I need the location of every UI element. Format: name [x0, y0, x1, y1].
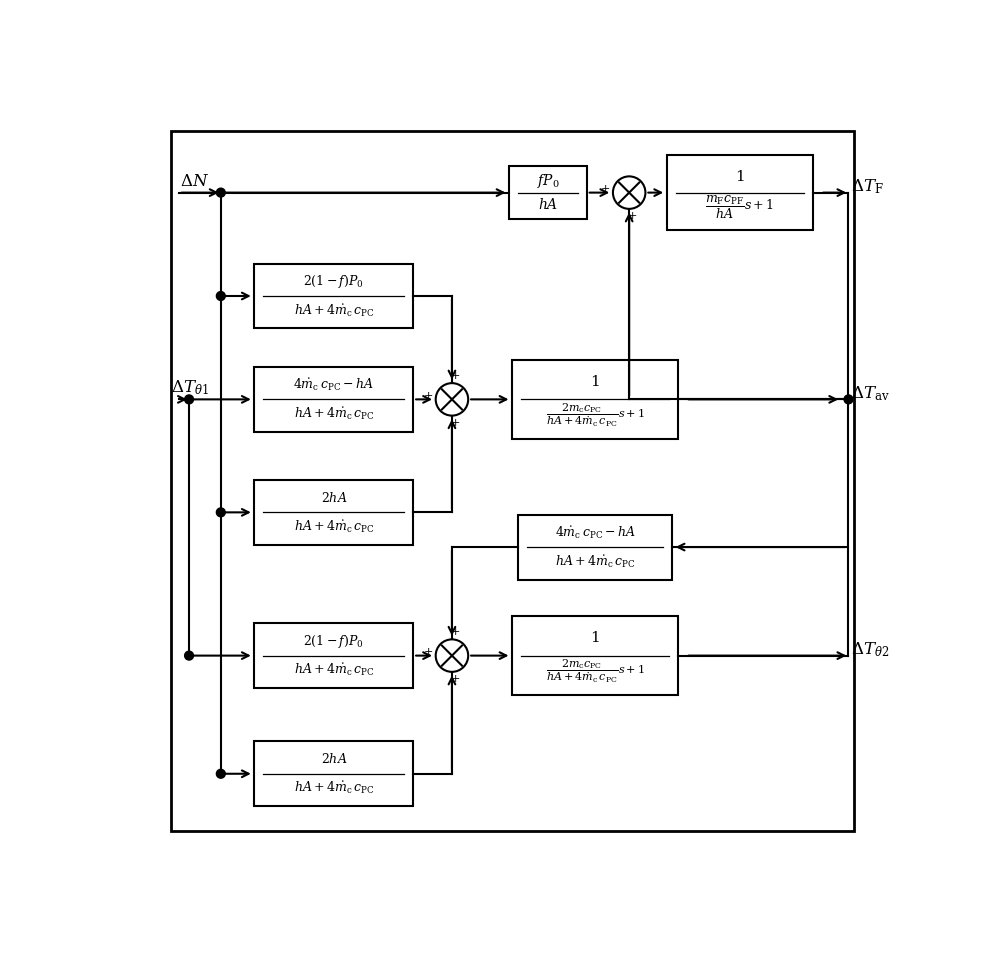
FancyBboxPatch shape: [512, 360, 678, 439]
Circle shape: [216, 508, 225, 517]
Text: $\Delta T_{\mathrm{av}}$: $\Delta T_{\mathrm{av}}$: [851, 385, 890, 403]
Text: +: +: [451, 418, 460, 428]
Text: $2hA$: $2hA$: [321, 491, 347, 505]
Circle shape: [216, 292, 225, 300]
Circle shape: [216, 188, 225, 197]
Text: $1$: $1$: [735, 169, 745, 183]
Circle shape: [436, 384, 468, 415]
FancyBboxPatch shape: [518, 515, 672, 579]
Text: +: +: [424, 647, 433, 657]
Text: $2(1-f)P_0$: $2(1-f)P_0$: [303, 633, 364, 650]
FancyBboxPatch shape: [254, 741, 413, 807]
Text: $2hA$: $2hA$: [321, 753, 347, 766]
FancyBboxPatch shape: [254, 367, 413, 432]
Text: $\Delta T_{\mathrm{F}}$: $\Delta T_{\mathrm{F}}$: [851, 177, 884, 196]
Text: $\Delta T_{\theta 2}$: $\Delta T_{\theta 2}$: [851, 641, 890, 659]
Text: $\dfrac{2m_{\mathrm{c}}c_{\mathrm{PC}}}{hA+4\dot{m}_{\mathrm{c}}\,c_{\mathrm{PC}: $\dfrac{2m_{\mathrm{c}}c_{\mathrm{PC}}}{…: [546, 402, 645, 430]
Text: $hA+4\dot{m}_{\mathrm{c}}\,c_{\mathrm{PC}}$: $hA+4\dot{m}_{\mathrm{c}}\,c_{\mathrm{PC…: [294, 780, 374, 796]
FancyBboxPatch shape: [509, 166, 587, 220]
Text: $4\dot{m}_{\mathrm{c}}\,c_{\mathrm{PC}}-hA$: $4\dot{m}_{\mathrm{c}}\,c_{\mathrm{PC}}-…: [555, 525, 636, 541]
Circle shape: [216, 769, 225, 778]
Text: $1$: $1$: [590, 374, 600, 388]
Text: $2(1-f)P_0$: $2(1-f)P_0$: [303, 273, 364, 291]
Text: +: +: [424, 390, 433, 401]
Text: +: +: [451, 674, 460, 684]
FancyBboxPatch shape: [512, 616, 678, 695]
Text: $hA+4\dot{m}_{\mathrm{c}}\,c_{\mathrm{PC}}$: $hA+4\dot{m}_{\mathrm{c}}\,c_{\mathrm{PC…: [294, 302, 374, 318]
Text: $\dfrac{m_{\mathrm{F}}c_{\mathrm{PF}}}{hA}s+1$: $\dfrac{m_{\mathrm{F}}c_{\mathrm{PF}}}{h…: [705, 194, 774, 222]
Circle shape: [185, 395, 193, 404]
Text: $\dfrac{2m_{\mathrm{c}}c_{\mathrm{PC}}}{hA+4\dot{m}_{\mathrm{c}}\,c_{\mathrm{PC}: $\dfrac{2m_{\mathrm{c}}c_{\mathrm{PC}}}{…: [546, 658, 645, 686]
Text: $hA$: $hA$: [538, 197, 558, 212]
FancyBboxPatch shape: [254, 623, 413, 689]
FancyBboxPatch shape: [254, 264, 413, 329]
Text: $hA+4\dot{m}_{\mathrm{c}}\,c_{\mathrm{PC}}$: $hA+4\dot{m}_{\mathrm{c}}\,c_{\mathrm{PC…: [555, 553, 635, 570]
Text: $\Delta N$: $\Delta N$: [180, 172, 209, 190]
Circle shape: [185, 651, 193, 660]
Text: +: +: [601, 184, 610, 194]
Text: +: +: [451, 627, 460, 637]
Text: $4\dot{m}_{\mathrm{c}}\,c_{\mathrm{PC}}-hA$: $4\dot{m}_{\mathrm{c}}\,c_{\mathrm{PC}}-…: [293, 377, 374, 393]
Circle shape: [844, 395, 853, 404]
Text: +: +: [628, 211, 638, 222]
Text: $hA+4\dot{m}_{\mathrm{c}}\,c_{\mathrm{PC}}$: $hA+4\dot{m}_{\mathrm{c}}\,c_{\mathrm{PC…: [294, 406, 374, 422]
Text: +: +: [451, 371, 460, 381]
FancyBboxPatch shape: [254, 480, 413, 545]
Text: $hA+4\dot{m}_{\mathrm{c}}\,c_{\mathrm{PC}}$: $hA+4\dot{m}_{\mathrm{c}}\,c_{\mathrm{PC…: [294, 519, 374, 535]
Text: $\Delta T_{\theta 1}$: $\Delta T_{\theta 1}$: [171, 378, 209, 397]
Circle shape: [613, 176, 645, 209]
Text: $hA+4\dot{m}_{\mathrm{c}}\,c_{\mathrm{PC}}$: $hA+4\dot{m}_{\mathrm{c}}\,c_{\mathrm{PC…: [294, 662, 374, 678]
Text: $1$: $1$: [590, 630, 600, 644]
FancyBboxPatch shape: [667, 155, 813, 230]
Circle shape: [436, 640, 468, 672]
Text: $fP_0$: $fP_0$: [537, 172, 559, 190]
FancyBboxPatch shape: [171, 131, 854, 831]
